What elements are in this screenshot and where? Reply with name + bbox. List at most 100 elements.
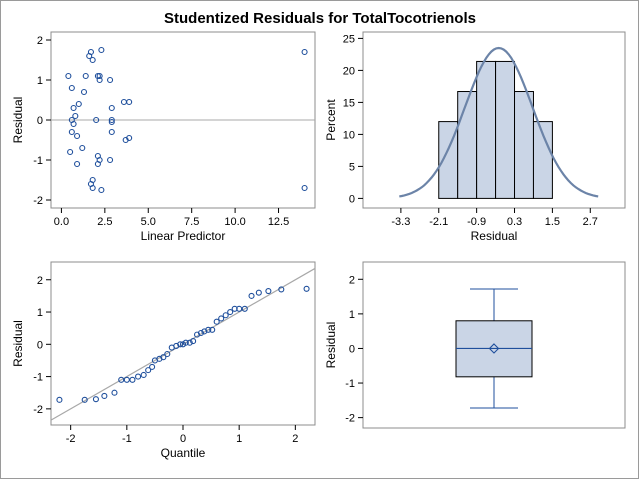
data-point	[255, 289, 262, 296]
data-point	[135, 373, 142, 380]
y-axis-label: Residual	[11, 97, 25, 144]
data-point	[70, 104, 77, 112]
data-point	[96, 72, 103, 80]
data-point	[65, 72, 72, 80]
residual-vs-predictor-plot: -2 -1 0 1 2 0.0 2.5 5.0 7.5 10.0 12.5 Linear Predic…	[11, 31, 316, 243]
data-point	[89, 184, 96, 192]
x-tick-label: -1	[122, 433, 132, 445]
data-point	[218, 315, 225, 322]
data-point	[101, 392, 108, 400]
x-axis-label: Linear Predictor	[141, 229, 226, 243]
data-point	[75, 100, 82, 108]
data-point	[108, 118, 115, 126]
data-point	[301, 48, 308, 56]
data-point	[94, 160, 101, 168]
y-tick-label: 1	[349, 309, 355, 321]
x-tick-label: 2	[292, 433, 298, 445]
x-tick-label: -2.1	[429, 216, 448, 228]
data-point	[205, 326, 212, 333]
data-point	[126, 98, 133, 106]
data-point	[197, 329, 205, 337]
data-point	[68, 84, 75, 92]
y-tick-label: 1	[37, 75, 43, 87]
data-point	[108, 116, 115, 124]
data-point	[80, 88, 88, 96]
data-point	[92, 396, 99, 403]
data-point	[145, 367, 152, 374]
x-tick-label: 0.0	[54, 216, 69, 228]
histogram-bar	[514, 91, 534, 199]
x-tick-label: -2	[66, 433, 76, 445]
data-point	[248, 292, 255, 299]
data-point	[98, 186, 105, 194]
data-point	[149, 363, 156, 370]
y-tick-label: 0	[37, 115, 43, 127]
data-point	[213, 318, 220, 325]
data-point	[303, 285, 310, 292]
x-axis-label: Quantile	[161, 446, 206, 460]
data-point	[160, 354, 167, 361]
data-point	[56, 396, 63, 403]
residual-histogram: 0 5 10 15 20 25 -3.3 -2.1 -0.9 0.3 1.5 2.7 Residual P…	[324, 31, 626, 243]
data-point	[118, 376, 125, 383]
y-tick-label: -1	[345, 378, 355, 390]
y-tick-label: 10	[343, 129, 355, 141]
data-point	[81, 396, 88, 403]
x-tick-label: 2.5	[97, 216, 112, 228]
data-point	[107, 76, 114, 84]
x-tick-label: 1	[236, 433, 242, 445]
x-tick-label: -3.3	[391, 216, 410, 228]
data-point	[209, 326, 216, 333]
data-point	[129, 376, 136, 383]
y-axis-label: Residual	[11, 320, 25, 367]
data-point	[79, 144, 86, 152]
x-axis-label: Residual	[471, 229, 518, 243]
y-tick-label: -2	[345, 413, 355, 425]
histogram-bar	[532, 121, 553, 199]
y-tick-label: -2	[33, 195, 43, 207]
histogram-bar	[476, 60, 497, 199]
y-tick-label: -2	[33, 404, 43, 416]
mean-marker	[488, 343, 500, 354]
data-point	[74, 132, 81, 140]
data-point	[87, 48, 94, 56]
x-tick-label: 2.7	[583, 216, 598, 228]
y-tick-label: 0	[349, 193, 355, 205]
x-tick-label: 7.5	[184, 216, 199, 228]
data-point	[186, 339, 193, 346]
data-point	[265, 287, 272, 295]
histogram-bar	[495, 60, 516, 199]
y-tick-label: -1	[33, 155, 43, 167]
x-tick-label: -0.9	[467, 216, 486, 228]
data-point	[70, 120, 77, 128]
y-tick-label: 2	[349, 274, 355, 286]
data-point	[82, 72, 89, 80]
chart-title: Studentized Residuals for TotalTocotrien…	[164, 10, 476, 27]
data-point	[278, 286, 285, 293]
normal-density-curve	[399, 46, 599, 198]
data-point	[74, 160, 81, 168]
histogram-bar	[457, 91, 478, 199]
data-point	[72, 112, 79, 120]
data-point	[164, 350, 171, 358]
data-point	[126, 134, 133, 142]
y-tick-label: 0	[349, 343, 355, 355]
y-tick-label: 2	[37, 275, 43, 287]
y-tick-label: 15	[343, 97, 355, 109]
y-axis-label: Residual	[324, 322, 338, 369]
data-point	[111, 389, 118, 396]
data-point	[177, 341, 184, 348]
data-point	[67, 148, 74, 156]
data-point	[227, 308, 234, 316]
y-tick-label: 20	[343, 65, 355, 77]
y-tick-label: 2	[37, 35, 43, 47]
y-axis-label: Percent	[324, 99, 338, 141]
data-point	[182, 339, 189, 346]
y-tick-label: -1	[33, 372, 43, 384]
data-point	[96, 76, 103, 84]
y-tick-label: 25	[343, 33, 355, 45]
data-point	[190, 338, 197, 345]
data-point	[89, 56, 96, 64]
